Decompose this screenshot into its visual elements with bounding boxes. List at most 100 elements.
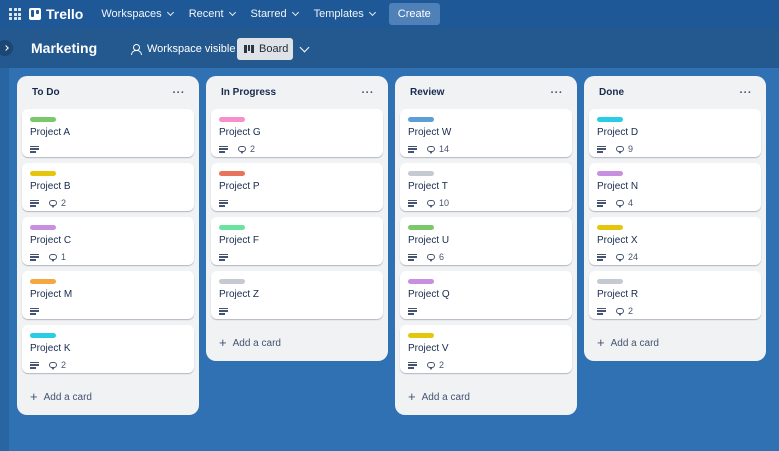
description-icon (219, 145, 228, 153)
list-title[interactable]: Done (599, 87, 624, 98)
trello-logo[interactable]: Trello (29, 6, 83, 22)
list-menu-icon[interactable]: ··· (172, 86, 185, 99)
card-label[interactable] (219, 225, 245, 230)
card[interactable]: Project P (211, 163, 383, 211)
card[interactable]: Project K 2 (22, 325, 194, 373)
list-in-progress: In Progress ··· Project G 2 Project P Pr… (206, 76, 388, 361)
nav-templates[interactable]: Templates (306, 3, 383, 25)
comment-count: 2 (628, 306, 634, 316)
list-title[interactable]: Review (410, 87, 445, 98)
card-badges (30, 141, 186, 157)
board-view-label: Board (259, 43, 289, 55)
card-badges: 9 (597, 141, 753, 157)
list-title[interactable]: In Progress (221, 87, 277, 98)
card-label[interactable] (30, 171, 56, 176)
comment-icon (427, 362, 435, 370)
card-label[interactable] (408, 225, 434, 230)
comment-badge: 6 (427, 252, 444, 262)
card-badges: 10 (408, 195, 564, 211)
card-title: Project N (597, 181, 639, 192)
card-badges: 24 (597, 249, 753, 265)
create-button[interactable]: Create (388, 3, 440, 25)
chevron-down-icon (166, 8, 174, 17)
card[interactable]: Project Z (211, 271, 383, 319)
app-switcher-icon[interactable] (9, 8, 21, 20)
card[interactable]: Project A (22, 109, 194, 157)
card-label[interactable] (30, 117, 56, 122)
visibility-button[interactable]: Workspace visible (131, 43, 235, 55)
card-label[interactable] (408, 279, 434, 284)
card[interactable]: Project M (22, 271, 194, 319)
card-title: Project B (30, 181, 71, 192)
comment-badge: 2 (49, 360, 66, 370)
card-label[interactable] (408, 117, 434, 122)
comment-icon (238, 146, 246, 154)
card[interactable]: Project T 10 (400, 163, 572, 211)
card[interactable]: Project R 2 (589, 271, 761, 319)
card[interactable]: Project Q (400, 271, 572, 319)
description-icon (597, 307, 606, 315)
list-header: To Do ··· (22, 76, 194, 109)
card-label[interactable] (219, 279, 245, 284)
nav-workspaces[interactable]: Workspaces (93, 3, 180, 25)
add-card-button[interactable]: + Add a card (589, 325, 761, 361)
visibility-label: Workspace visible (147, 43, 236, 55)
card[interactable]: Project D 9 (589, 109, 761, 157)
list-menu-icon[interactable]: ··· (739, 86, 752, 99)
card-label[interactable] (219, 171, 245, 176)
comment-icon (427, 146, 435, 154)
nav-starred[interactable]: Starred (243, 3, 306, 25)
card-label[interactable] (219, 117, 245, 122)
card[interactable]: Project V 2 (400, 325, 572, 373)
board-view-button[interactable]: Board (237, 38, 293, 60)
card-badges: 2 (408, 357, 564, 373)
card-label[interactable] (597, 117, 623, 122)
card-label[interactable] (408, 333, 434, 338)
description-icon (30, 361, 39, 369)
list-menu-icon[interactable]: ··· (361, 86, 374, 99)
card[interactable]: Project B 2 (22, 163, 194, 211)
expand-sidebar-button[interactable] (0, 40, 13, 56)
list-to-do: To Do ··· Project A Project B 2 Project … (17, 76, 199, 415)
nav-recent[interactable]: Recent (181, 3, 243, 25)
card-label[interactable] (30, 333, 56, 338)
card[interactable]: Project F (211, 217, 383, 265)
list-title[interactable]: To Do (32, 87, 60, 98)
comment-icon (616, 254, 624, 262)
nav-workspaces-label: Workspaces (101, 8, 162, 20)
add-card-button[interactable]: + Add a card (22, 379, 194, 415)
board-title[interactable]: Marketing (31, 40, 98, 56)
description-icon (408, 253, 417, 261)
card[interactable]: Project N 4 (589, 163, 761, 211)
card[interactable]: Project W 14 (400, 109, 572, 157)
card-title: Project C (30, 235, 72, 246)
add-card-button[interactable]: + Add a card (211, 325, 383, 361)
chevron-down-icon (291, 8, 299, 17)
card-badges: 14 (408, 141, 564, 157)
comment-count: 24 (628, 252, 639, 262)
card-badges (408, 303, 564, 319)
card-label[interactable] (30, 279, 56, 284)
card-label[interactable] (597, 225, 623, 230)
comment-badge: 2 (238, 144, 255, 154)
card-badges: 6 (408, 249, 564, 265)
add-card-button[interactable]: + Add a card (400, 379, 572, 415)
card[interactable]: Project C 1 (22, 217, 194, 265)
description-icon (597, 145, 606, 153)
card-badges: 2 (30, 195, 186, 211)
card[interactable]: Project X 24 (589, 217, 761, 265)
card-title: Project M (30, 289, 73, 300)
comment-badge: 2 (427, 360, 444, 370)
list-menu-icon[interactable]: ··· (550, 86, 563, 99)
card-badges: 2 (219, 141, 375, 157)
card-label[interactable] (408, 171, 434, 176)
card[interactable]: Project G 2 (211, 109, 383, 157)
card-label[interactable] (597, 279, 623, 284)
card[interactable]: Project U 6 (400, 217, 572, 265)
card-label[interactable] (597, 171, 623, 176)
board-header: Marketing Workspace visible (0, 28, 779, 68)
comment-count: 6 (439, 252, 445, 262)
card-label[interactable] (30, 225, 56, 230)
nav-recent-label: Recent (188, 8, 224, 20)
comment-icon (616, 200, 624, 208)
